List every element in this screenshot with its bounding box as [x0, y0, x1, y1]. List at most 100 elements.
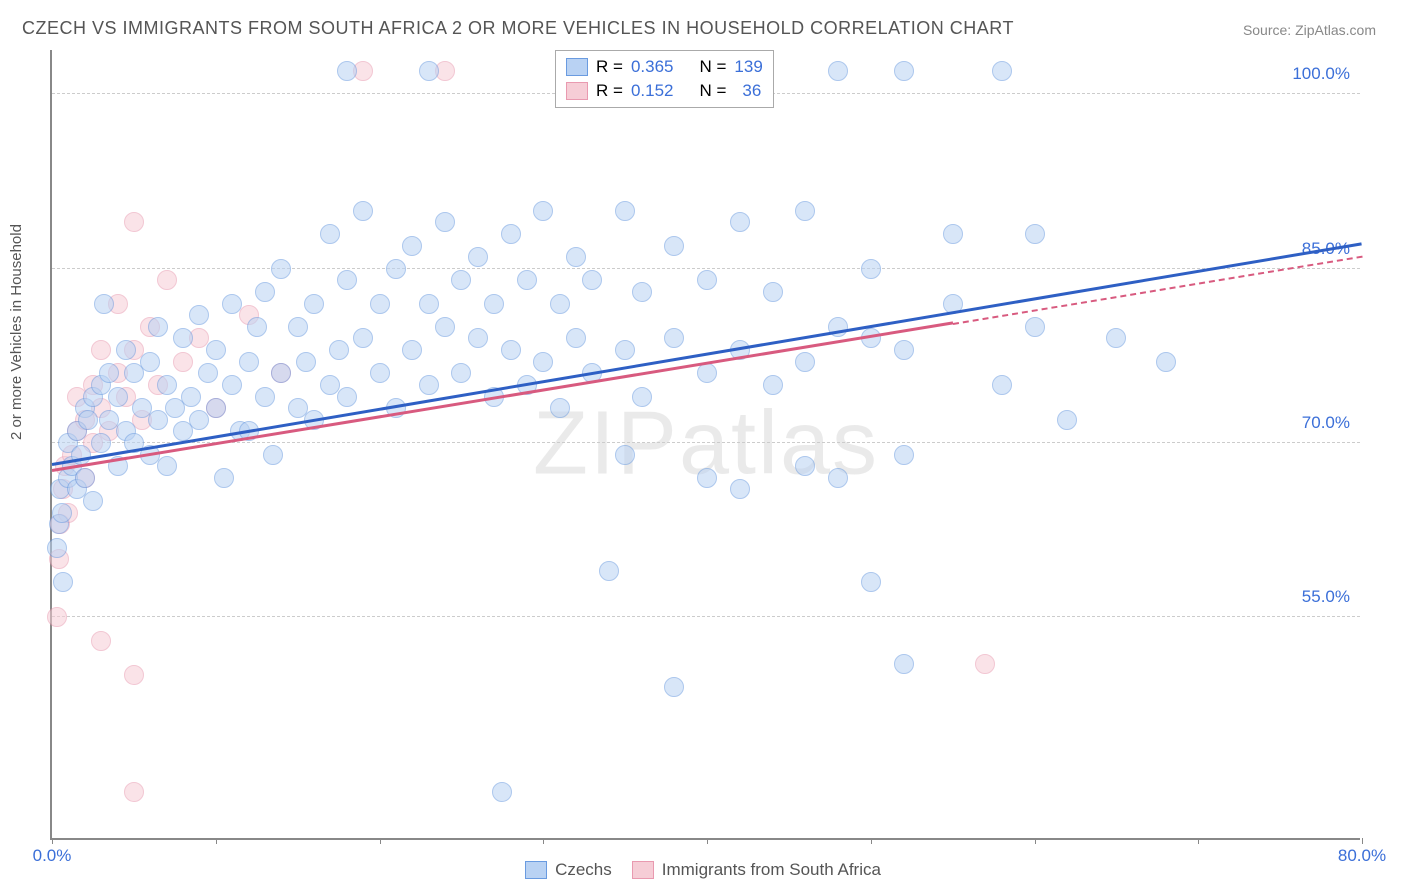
point-czech — [730, 212, 750, 232]
point-czech — [501, 340, 521, 360]
point-czech — [451, 363, 471, 383]
point-czech — [140, 352, 160, 372]
point-czech — [263, 445, 283, 465]
point-czech — [206, 340, 226, 360]
point-czech — [255, 387, 275, 407]
x-tick-mark — [380, 838, 381, 844]
point-czech — [795, 456, 815, 476]
point-czech — [582, 270, 602, 290]
point-czech — [599, 561, 619, 581]
point-czech — [271, 363, 291, 383]
point-czech — [435, 317, 455, 337]
point-czech — [861, 259, 881, 279]
point-czech — [1106, 328, 1126, 348]
chart-title: CZECH VS IMMIGRANTS FROM SOUTH AFRICA 2 … — [22, 18, 1014, 39]
point-czech — [419, 61, 439, 81]
point-czech — [828, 61, 848, 81]
point-czech — [52, 503, 72, 523]
point-czech — [108, 387, 128, 407]
point-czech — [296, 352, 316, 372]
point-sa — [173, 352, 193, 372]
point-czech — [492, 782, 512, 802]
point-czech — [533, 201, 553, 221]
point-czech — [337, 387, 357, 407]
point-czech — [148, 317, 168, 337]
point-czech — [402, 236, 422, 256]
point-czech — [992, 375, 1012, 395]
point-czech — [99, 363, 119, 383]
point-sa — [91, 340, 111, 360]
point-czech — [222, 375, 242, 395]
source-attribution: Source: ZipAtlas.com — [1243, 22, 1376, 38]
point-czech — [894, 340, 914, 360]
point-czech — [83, 491, 103, 511]
y-tick-label: 55.0% — [1302, 587, 1350, 607]
legend-row-czech: R = 0.365 N = 139 — [566, 55, 763, 79]
x-tick-mark — [1198, 838, 1199, 844]
point-czech — [632, 282, 652, 302]
x-tick-mark — [1035, 838, 1036, 844]
y-tick-label: 100.0% — [1292, 64, 1350, 84]
n-value-sa: 36 — [734, 81, 761, 101]
n-label: N = — [699, 57, 726, 77]
point-sa — [157, 270, 177, 290]
swatch-sa — [566, 82, 588, 100]
point-czech — [419, 375, 439, 395]
point-czech — [47, 538, 67, 558]
point-czech — [337, 270, 357, 290]
y-axis-label: 2 or more Vehicles in Household — [8, 224, 25, 440]
point-czech — [337, 61, 357, 81]
x-tick-mark — [1362, 838, 1363, 844]
r-label: R = — [596, 57, 623, 77]
point-czech — [795, 201, 815, 221]
point-sa — [91, 631, 111, 651]
r-value-czech: 0.365 — [631, 57, 674, 77]
point-czech — [370, 294, 390, 314]
point-czech — [615, 201, 635, 221]
point-czech — [157, 456, 177, 476]
swatch-czech — [525, 861, 547, 879]
point-czech — [116, 340, 136, 360]
point-czech — [320, 224, 340, 244]
point-czech — [78, 410, 98, 430]
gridline-h — [52, 268, 1360, 269]
swatch-sa — [632, 861, 654, 879]
x-tick-mark — [216, 838, 217, 844]
point-czech — [353, 328, 373, 348]
point-czech — [795, 352, 815, 372]
scatter-plot-area: ZIPatlas 55.0%70.0%85.0%100.0%0.0%80.0% — [50, 50, 1360, 840]
legend-item-czech: Czechs — [525, 860, 612, 880]
point-czech — [697, 270, 717, 290]
point-czech — [1057, 410, 1077, 430]
point-czech — [1025, 317, 1045, 337]
point-czech — [664, 236, 684, 256]
point-czech — [828, 468, 848, 488]
point-czech — [206, 398, 226, 418]
point-czech — [173, 328, 193, 348]
point-czech — [615, 340, 635, 360]
point-czech — [763, 375, 783, 395]
point-czech — [247, 317, 267, 337]
point-czech — [329, 340, 349, 360]
point-sa — [124, 212, 144, 232]
legend-label-czech: Czechs — [555, 860, 612, 880]
n-label: N = — [699, 81, 726, 101]
point-czech — [353, 201, 373, 221]
series-legend: Czechs Immigrants from South Africa — [0, 860, 1406, 880]
point-czech — [992, 61, 1012, 81]
point-czech — [550, 398, 570, 418]
point-czech — [1156, 352, 1176, 372]
point-czech — [894, 61, 914, 81]
correlation-legend: R = 0.365 N = 139 R = 0.152 N = 36 — [555, 50, 774, 108]
point-czech — [697, 363, 717, 383]
point-czech — [419, 294, 439, 314]
point-czech — [894, 445, 914, 465]
point-czech — [566, 247, 586, 267]
point-czech — [157, 375, 177, 395]
point-czech — [271, 259, 291, 279]
point-czech — [222, 294, 242, 314]
point-czech — [288, 317, 308, 337]
point-sa — [124, 782, 144, 802]
y-tick-label: 70.0% — [1302, 413, 1350, 433]
legend-row-sa: R = 0.152 N = 36 — [566, 79, 763, 103]
